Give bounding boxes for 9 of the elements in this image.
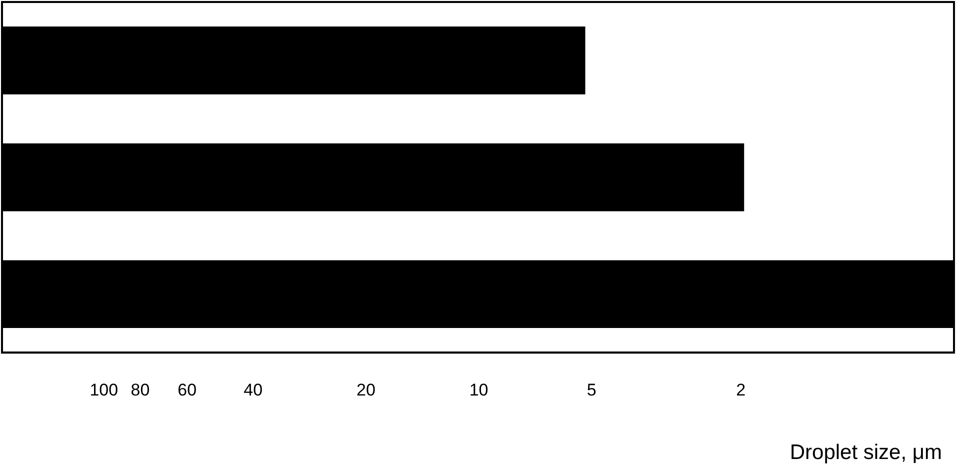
x-tick-label: 5 — [586, 380, 596, 400]
x-axis-title: Droplet size, μm — [790, 441, 942, 465]
x-tick-label: 100 — [90, 380, 118, 400]
x-tick-label: 80 — [130, 380, 150, 400]
x-tick-label: 2 — [736, 380, 746, 400]
x-tick-label: 20 — [356, 380, 376, 400]
x-tick-label: 60 — [178, 380, 197, 400]
x-tick-label: 10 — [469, 380, 488, 400]
x-tick-label: 40 — [244, 380, 263, 400]
